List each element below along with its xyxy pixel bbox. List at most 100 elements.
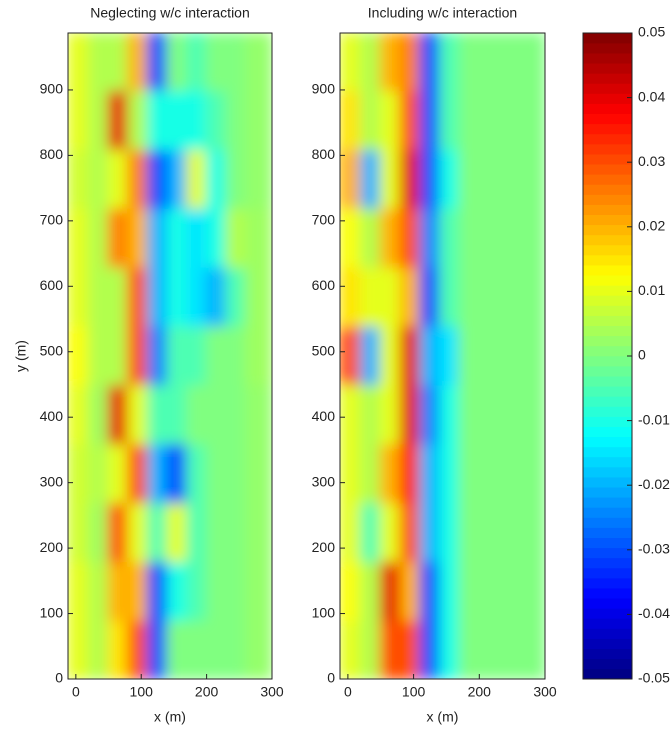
- heatmap-cell: [127, 619, 149, 679]
- colorbar-swatch: [583, 486, 632, 498]
- colorbar-swatch: [583, 62, 632, 74]
- colorbar-swatch: [583, 618, 632, 629]
- heatmap-cell: [438, 147, 461, 209]
- heatmap-cell: [146, 619, 169, 679]
- heatmap-cell: [244, 324, 272, 386]
- heatmap-cell: [166, 33, 188, 91]
- colorbar-swatch: [583, 406, 632, 417]
- heatmap-cell: [127, 265, 149, 327]
- colorbar-swatch: [583, 295, 632, 306]
- heatmap-cell: [244, 383, 272, 445]
- heatmap-cell: [498, 501, 520, 563]
- heatmap-cell: [458, 560, 481, 622]
- colorbar-swatch: [583, 365, 632, 377]
- colorbar-swatch: [583, 446, 632, 458]
- heatmap-cell: [146, 206, 169, 268]
- heatmap-cell: [360, 147, 382, 209]
- heatmap-cell: [478, 88, 501, 150]
- heatmap-cell: [166, 560, 188, 622]
- heatmap-cell: [186, 147, 208, 209]
- heatmap-cell: [478, 619, 501, 679]
- colorbar-swatch: [583, 335, 632, 347]
- heatmap-cell: [146, 324, 169, 386]
- heatmap-cell: [360, 206, 382, 268]
- heatmap-cell: [205, 383, 228, 445]
- colorbar-tick-label: -0.03: [638, 541, 670, 557]
- heatmap-cell: [419, 206, 441, 268]
- heatmap-cell: [458, 265, 481, 327]
- heatmap-cell: [68, 88, 90, 150]
- heatmap-cell: [438, 560, 461, 622]
- axes-box: [339, 32, 546, 680]
- y-tick-label: 0: [55, 670, 63, 686]
- heatmap-cell: [205, 324, 228, 386]
- heatmap-cell: [186, 88, 208, 150]
- x-tick-label: 100: [130, 684, 154, 700]
- colorbar-swatch: [583, 184, 632, 195]
- heatmap-cell: [127, 442, 149, 504]
- colorbar-tick-label: 0.04: [638, 88, 665, 104]
- heatmap-cell: [146, 147, 169, 209]
- colorbar-swatch: [583, 42, 632, 54]
- heatmap-cell: [244, 560, 272, 622]
- heatmap-cell: [399, 206, 422, 268]
- colorbar-swatch: [583, 456, 632, 468]
- plot-area: [340, 33, 545, 679]
- heatmap-cell: [225, 442, 247, 504]
- heatmap-cell: [205, 88, 228, 150]
- heatmap-cell: [399, 383, 422, 445]
- heatmap-cell: [87, 206, 110, 268]
- heatmap-cell: [419, 147, 441, 209]
- heatmap-cell: [340, 501, 363, 563]
- heatmap-cell: [340, 206, 363, 268]
- heatmap-cell: [478, 442, 501, 504]
- heatmap-cell: [478, 560, 501, 622]
- y-tick-label: 300: [312, 473, 336, 489]
- colorbar-swatch: [583, 174, 632, 185]
- y-tick-label: 200: [40, 539, 64, 555]
- heatmap-cell: [146, 501, 169, 563]
- heatmap-cell: [517, 560, 545, 622]
- heatmap-cell: [107, 33, 130, 91]
- heatmap-cell: [107, 265, 130, 327]
- colorbar-swatch: [583, 385, 632, 397]
- colorbar-swatch: [583, 396, 632, 407]
- x-tick-label: 200: [468, 684, 492, 700]
- colorbar-tick-label: -0.05: [638, 670, 670, 686]
- heatmap-cell: [458, 501, 481, 563]
- colorbar-swatch: [583, 345, 632, 357]
- heatmap-cell: [107, 383, 130, 445]
- colorbar-swatch: [583, 244, 632, 256]
- colorbar-tick-label: 0.05: [638, 24, 665, 40]
- heatmap-cell: [498, 206, 520, 268]
- colorbar-swatch: [583, 436, 632, 448]
- heatmap-cell: [87, 619, 110, 679]
- heatmap-cell: [458, 619, 481, 679]
- heatmap-cell: [186, 206, 208, 268]
- heatmap-cell: [244, 147, 272, 209]
- heatmap-cell: [225, 383, 247, 445]
- heatmap-cell: [166, 442, 188, 504]
- heatmap-cell: [166, 206, 188, 268]
- heatmap-cell: [146, 383, 169, 445]
- heatmap-cell: [146, 560, 169, 622]
- colorbar-swatch: [583, 254, 632, 266]
- heatmap-cell: [244, 33, 272, 91]
- y-tick-label: 700: [312, 212, 336, 228]
- colorbar-swatch: [583, 507, 632, 518]
- y-tick-label: 100: [40, 604, 64, 620]
- heatmap-cell: [498, 560, 520, 622]
- heatmap-cell: [360, 324, 382, 386]
- x-tick-label: 0: [344, 684, 352, 700]
- heatmap-cell: [458, 88, 481, 150]
- heatmap-cell: [399, 88, 422, 150]
- heatmap-cell: [379, 560, 402, 622]
- colorbar-tick-label: 0.02: [638, 218, 665, 234]
- heatmap-cell: [498, 88, 520, 150]
- heatmap-cell: [186, 324, 208, 386]
- heatmap-cell: [360, 265, 382, 327]
- heatmap-cell: [458, 147, 481, 209]
- heatmap-cell: [205, 560, 228, 622]
- heatmap-cell: [379, 383, 402, 445]
- colorbar-swatch: [583, 325, 632, 337]
